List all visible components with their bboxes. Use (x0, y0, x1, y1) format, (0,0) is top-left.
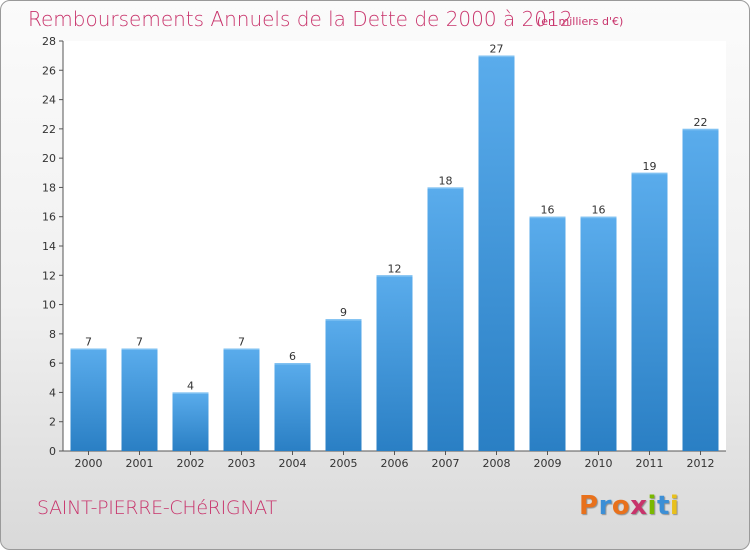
bar (529, 216, 566, 451)
y-tick-label: 16 (42, 211, 56, 224)
y-tick-label: 20 (42, 152, 56, 165)
y-tick-label: 12 (42, 269, 56, 282)
bar-top-edge (580, 216, 617, 219)
x-tick-label: 2002 (177, 457, 205, 470)
data-label: 22 (694, 116, 708, 129)
logo-letter: r (598, 491, 612, 521)
bar (478, 55, 515, 452)
bar (580, 216, 617, 451)
chart-title: Remboursements Annuels de la Dette de 20… (28, 7, 573, 31)
x-tick-label: 2003 (228, 457, 256, 470)
logo-letter: x (630, 491, 648, 521)
logo-letter: t (656, 491, 670, 521)
bar-top-edge (376, 275, 413, 277)
bar-top-edge (478, 55, 515, 58)
data-label: 12 (388, 262, 402, 275)
data-label: 4 (187, 379, 194, 392)
x-tick-label: 2004 (279, 457, 307, 470)
bar-top-edge (682, 128, 719, 131)
bar (376, 275, 413, 451)
y-tick-label: 0 (49, 445, 56, 458)
bar-top-edge (70, 348, 107, 350)
data-label: 16 (541, 204, 555, 217)
data-label: 7 (238, 336, 245, 349)
data-label: 7 (85, 336, 92, 349)
bar (274, 363, 311, 451)
y-tick-label: 24 (42, 94, 56, 107)
chart-subtitle: (en milliers d'€) (537, 15, 624, 28)
bar (223, 348, 260, 451)
bar (121, 348, 158, 451)
data-label: 19 (643, 160, 657, 173)
bar-top-edge (631, 172, 668, 175)
data-label: 7 (136, 336, 143, 349)
y-tick-label: 22 (42, 123, 56, 136)
bar-top-edge (274, 363, 311, 365)
bar (427, 187, 464, 451)
logo-letter: i (647, 491, 657, 521)
x-tick-label: 2009 (534, 457, 562, 470)
data-label: 16 (592, 204, 606, 217)
x-tick-label: 2007 (432, 457, 460, 470)
logo-letter: i (669, 491, 680, 521)
y-tick-label: 6 (49, 357, 56, 370)
y-tick-label: 4 (49, 386, 56, 399)
y-tick-label: 10 (42, 299, 56, 312)
x-tick-label: 2011 (636, 457, 664, 470)
data-label: 9 (340, 306, 347, 319)
bar (172, 392, 209, 451)
bar-top-edge (121, 348, 158, 350)
bar (682, 128, 719, 451)
bar-top-edge (223, 348, 260, 350)
x-tick-label: 2006 (381, 457, 409, 470)
data-label: 27 (490, 43, 504, 56)
logo-letter: P (579, 491, 599, 521)
x-tick-label: 2000 (75, 457, 103, 470)
proxiti-logo: Proxiti (579, 491, 679, 521)
x-tick-label: 2010 (585, 457, 613, 470)
logo-letter: o (611, 491, 631, 521)
x-tick-label: 2008 (483, 457, 511, 470)
x-tick-label: 2001 (126, 457, 154, 470)
data-label: 6 (289, 350, 296, 363)
y-tick-label: 26 (42, 64, 56, 77)
x-tick-label: 2005 (330, 457, 358, 470)
bar-top-edge (529, 216, 566, 219)
y-tick-label: 14 (42, 240, 56, 253)
x-tick-label: 2012 (687, 457, 715, 470)
bar (70, 348, 107, 451)
bar-top-edge (172, 392, 209, 394)
data-label: 18 (439, 174, 453, 187)
y-tick-label: 18 (42, 181, 56, 194)
bar-top-edge (427, 187, 464, 189)
y-tick-label: 8 (49, 328, 56, 341)
bar-top-edge (325, 319, 362, 321)
y-tick-label: 2 (49, 416, 56, 429)
y-tick-label: 28 (42, 35, 56, 48)
bar (631, 172, 668, 452)
bar (325, 319, 362, 451)
commune-name: SAINT-PIERRE-CHéRIGNAT (37, 497, 277, 519)
